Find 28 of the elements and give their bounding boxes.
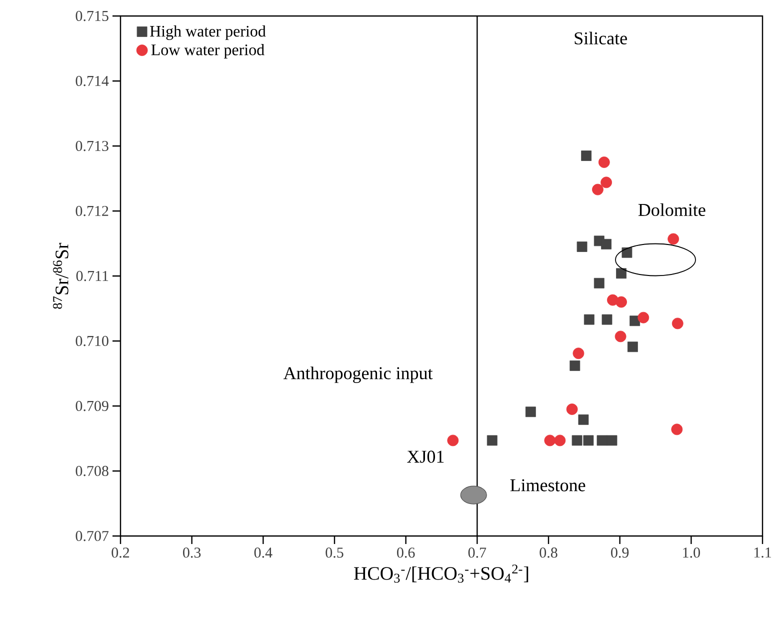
y-tick-label: 0.713 <box>76 140 108 152</box>
annotation: XJ01 <box>407 450 444 463</box>
annotation: Dolomite <box>638 203 706 216</box>
y-axis-title: $^{87}$Sr/$^{86}$Sr <box>53 242 68 309</box>
x-tick-label: 0.3 <box>183 548 201 558</box>
annotation: Silicate <box>574 32 627 44</box>
x-tick-label: 0.9 <box>611 548 629 558</box>
x-tick-label: 1.0 <box>683 548 700 558</box>
y-tick-label: 0.710 <box>76 336 108 346</box>
x-tick-label: 0.6 <box>397 548 415 558</box>
y-tick-label: 0.708 <box>76 466 108 476</box>
y-tick-label: 0.709 <box>76 400 108 412</box>
x-tick-label: 0.5 <box>326 548 344 558</box>
y-tick-label: 0.707 <box>76 530 109 542</box>
x-tick-label: 0.2 <box>112 548 130 558</box>
y-tick-label: 0.715 <box>76 10 108 22</box>
text: HCO$_{3}$$^{-}$/[HCO$_{3}$$^{-}$+SO$_{4}$$^{2-}$] <box>354 564 528 583</box>
annotation: Limestone <box>510 479 586 492</box>
x-tick-label: 0.7 <box>468 548 486 558</box>
y-tick-label: 0.714 <box>76 76 109 86</box>
annotation: Anthropogenic input <box>283 366 433 383</box>
legend-label: Low water period <box>151 44 264 58</box>
y-tick-label: 0.711 <box>76 270 108 282</box>
x-tick-label: 0.4 <box>254 548 272 558</box>
legend-label: High water period <box>150 25 266 40</box>
y-tick-label: 0.712 <box>76 206 108 216</box>
x-tick-label: 0.8 <box>540 548 558 558</box>
x-tick-label: 1.1 <box>754 548 771 558</box>
